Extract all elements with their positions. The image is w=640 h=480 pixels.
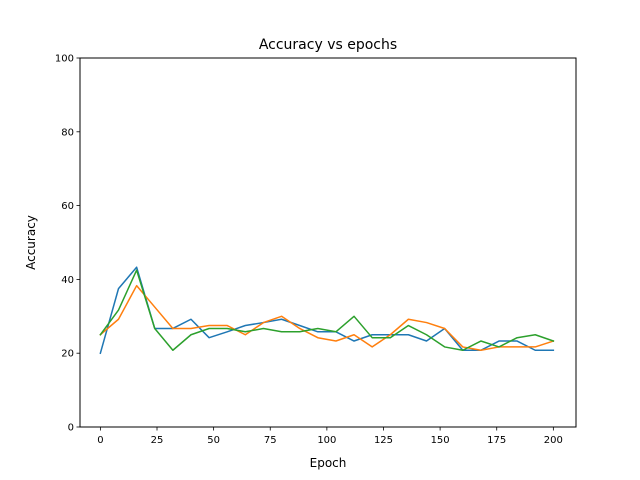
x-tick-label: 125 <box>374 435 393 446</box>
x-axis: 0 25 50 75 100 125 150 175 200 <box>97 427 563 446</box>
plot-frame <box>79 57 577 428</box>
x-axis-label: Epoch <box>310 456 347 470</box>
y-tick-label: 0 <box>68 423 74 434</box>
y-tick-label: 100 <box>55 54 74 65</box>
x-tick-label: 75 <box>264 435 277 446</box>
chart-title: Accuracy vs epochs <box>259 37 397 53</box>
x-tick-label: 100 <box>317 435 336 446</box>
x-tick-label: 200 <box>544 435 563 446</box>
y-axis-label: Accuracy <box>24 215 38 270</box>
series-line-3 <box>99 269 555 351</box>
y-tick-label: 20 <box>61 349 74 360</box>
x-tick-label: 150 <box>431 435 450 446</box>
y-axis: 0 20 40 60 80 100 <box>55 54 80 434</box>
x-tick-label: 25 <box>151 435 164 446</box>
x-tick-label: 50 <box>207 435 220 446</box>
series-line-2 <box>99 284 555 351</box>
series-layer <box>99 266 555 355</box>
y-tick-label: 40 <box>61 275 74 286</box>
x-tick-label: 175 <box>487 435 506 446</box>
y-tick-label: 80 <box>61 127 74 138</box>
x-tick-label: 0 <box>97 435 103 446</box>
series-line-1 <box>99 266 555 355</box>
y-tick-label: 60 <box>61 201 74 212</box>
